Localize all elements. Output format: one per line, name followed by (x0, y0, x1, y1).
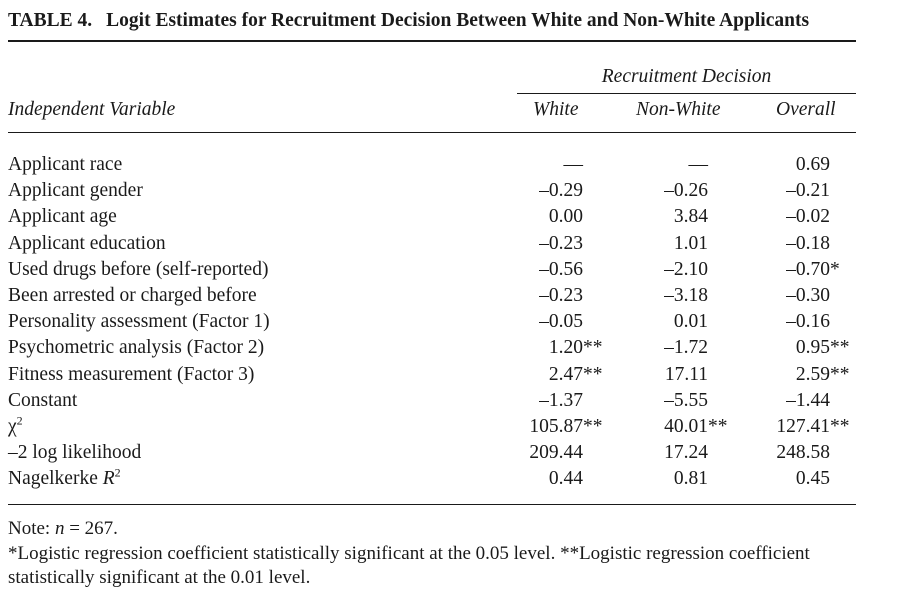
cell-value: 0.81 (673, 468, 708, 490)
significance-marker: ** (830, 416, 850, 437)
cell-value: –2.10 (664, 258, 708, 280)
cell-value: –0.02 (786, 206, 830, 228)
row-variable: Applicant race (8, 154, 123, 175)
cell-value: –5.55 (664, 389, 708, 411)
cell-value: 0.01 (673, 311, 708, 333)
table-label: TABLE 4. (8, 10, 93, 31)
cell-value: –1.37 (539, 389, 583, 411)
cell-value: 0.69 (795, 154, 830, 175)
table-note: Note: n = 267. (8, 518, 118, 539)
row-variable-superscript: 2 (16, 413, 23, 428)
significance-marker: ** (708, 416, 728, 437)
row-variable: Been arrested or charged before (8, 285, 257, 306)
significance-marker: ** (830, 337, 850, 359)
cell-value: 1.20 (548, 337, 583, 359)
row-variable: Applicant gender (8, 180, 143, 202)
cell-value: –0.05 (539, 311, 583, 333)
cell-value: –0.70 (786, 258, 830, 280)
table-row: –2 log likelihood 209.44 17.24 248.58 (0, 442, 900, 468)
cell-value: 127.41 (776, 416, 830, 437)
table-row: Applicant age 0.00 3.84 –0.02 (0, 206, 900, 232)
table-row: Nagelkerke R2 0.44 0.81 0.45 (0, 465, 900, 494)
row-variable: Personality assessment (Factor 1) (8, 311, 270, 333)
cell-value: –1.72 (664, 337, 708, 359)
cell-value: 0.95 (795, 337, 830, 359)
table-row: Psychometric analysis (Factor 2) 1.20 ** –1… (0, 337, 900, 363)
cell-value: –0.23 (539, 232, 583, 254)
row-variable: Applicant age (8, 206, 117, 228)
cell-value: –0.16 (786, 311, 830, 333)
cell-value: 1.01 (673, 232, 708, 254)
cell-value: –0.29 (539, 180, 583, 202)
column-header-white: White (533, 99, 579, 120)
significance-marker: ** (583, 363, 603, 385)
table-row: Fitness measurement (Factor 3) 2.47 ** 17.1… (0, 364, 900, 390)
table-row: Applicant race — — 0.69 (0, 154, 900, 180)
cell-value: –1.44 (786, 389, 830, 411)
cell-value: — (563, 154, 584, 175)
row-variable: –2 log likelihood (8, 442, 142, 464)
cell-value: 0.45 (795, 468, 830, 490)
cell-value: –0.23 (539, 285, 583, 306)
cell-value: 248.58 (776, 442, 830, 464)
row-variable: χ2 (8, 413, 23, 438)
group-header-rule (517, 93, 856, 94)
table-row: χ2 105.87 ** 40.01 ** 127.41 ** (0, 413, 900, 442)
table-row: Constant –1.37 –5.55 –1.44 (0, 390, 900, 416)
table-footnote: *Logistic regression coefficient statist… (8, 543, 810, 588)
cell-value: –0.21 (786, 180, 830, 202)
cell-value: 209.44 (529, 442, 583, 464)
significance-marker: * (830, 258, 840, 280)
cell-value: –0.56 (539, 258, 583, 280)
bottom-rule (8, 504, 856, 505)
cell-value: — (688, 154, 709, 175)
cell-value: 0.00 (548, 206, 583, 228)
cell-value: 17.24 (664, 442, 708, 464)
row-variable: Applicant education (8, 232, 166, 254)
independent-variable-header: Independent Variable (8, 99, 176, 120)
table-row: Been arrested or charged before –0.23 –3.1… (0, 285, 900, 311)
cell-value: 40.01 (664, 416, 708, 437)
cell-value: 3.84 (673, 206, 708, 228)
group-header: Recruitment Decision (601, 66, 772, 87)
cell-value: –0.30 (786, 285, 830, 306)
cell-value: 17.11 (664, 363, 708, 385)
table-row: Used drugs before (self-reported) –0.56 –2… (0, 259, 900, 285)
significance-marker: ** (583, 337, 603, 359)
cell-value: 0.44 (548, 468, 583, 490)
significance-marker: ** (830, 363, 850, 385)
table-row: Personality assessment (Factor 1) –0.05 0.… (0, 311, 900, 337)
cell-value: 105.87 (529, 416, 583, 437)
table-caption: Logit Estimates for Recruitment Decision… (106, 10, 810, 31)
row-variable: Fitness measurement (Factor 3) (8, 363, 255, 385)
row-variable: Nagelkerke R2 (8, 465, 121, 490)
column-header-overall: Overall (776, 99, 836, 120)
cell-value: 2.47 (548, 363, 583, 385)
header-rule (8, 132, 856, 133)
significance-marker: ** (583, 416, 603, 437)
row-variable: Used drugs before (self-reported) (8, 258, 269, 280)
table-row: Applicant gender –0.29 –0.26 –0.21 (0, 180, 900, 206)
row-variable: Psychometric analysis (Factor 2) (8, 337, 265, 359)
cell-value: –3.18 (664, 285, 708, 306)
cell-value: 2.59 (795, 363, 830, 385)
row-variable-superscript: 2 (114, 465, 121, 480)
table-title: TABLE 4. Logit Estimates for Recruitment … (8, 10, 868, 32)
column-header-nonwhite: Non-White (636, 99, 721, 120)
row-variable: Constant (8, 389, 78, 411)
table-row: Applicant education –0.23 1.01 –0.18 (0, 233, 900, 259)
cell-value: –0.18 (786, 232, 830, 254)
top-rule (8, 40, 856, 42)
cell-value: –0.26 (664, 180, 708, 202)
